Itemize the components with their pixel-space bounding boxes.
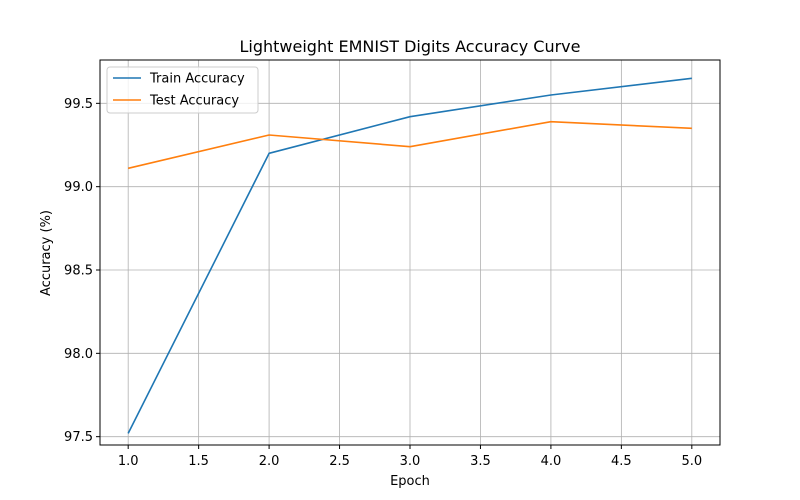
x-tick-label: 4.5	[611, 454, 632, 469]
x-tick-label: 5.0	[681, 454, 702, 469]
series-line-train-accuracy	[127, 77, 692, 434]
x-tick-label: 2.5	[329, 454, 350, 469]
y-tick-label: 99.0	[64, 180, 93, 195]
x-tick-label: 3.0	[400, 454, 421, 469]
x-tick-label: 3.5	[470, 454, 491, 469]
y-axis-label: Accuracy (%)	[39, 210, 54, 296]
x-axis-ticks: 1.0 1.5 2.0 2.5 3.0 3.5 4.0 4.5 5.0	[118, 445, 702, 469]
grid-lines	[100, 60, 720, 445]
y-tick-label: 99.5	[64, 97, 93, 112]
y-axis-ticks: 97.5 98.0 98.5 99.0 99.5	[64, 97, 100, 445]
legend-box	[106, 66, 259, 114]
x-tick-label: 2.0	[259, 454, 280, 469]
x-axis-label: Epoch	[390, 474, 430, 489]
y-tick-label: 98.0	[64, 347, 93, 362]
y-tick-label: 97.5	[64, 430, 93, 445]
x-tick-label: 1.0	[118, 454, 139, 469]
legend-label-test-accuracy: Test Accuracy	[149, 94, 239, 109]
legend: Train Accuracy Test Accuracy	[106, 66, 259, 114]
y-tick-label: 98.5	[64, 264, 93, 279]
x-tick-label: 1.5	[188, 454, 209, 469]
legend-label-train-accuracy: Train Accuracy	[149, 72, 245, 87]
series-lines	[127, 77, 692, 434]
series-line-test-accuracy	[127, 120, 692, 170]
x-tick-label: 4.0	[541, 454, 562, 469]
chart-title: Lightweight EMNIST Digits Accuracy Curve	[240, 37, 581, 56]
